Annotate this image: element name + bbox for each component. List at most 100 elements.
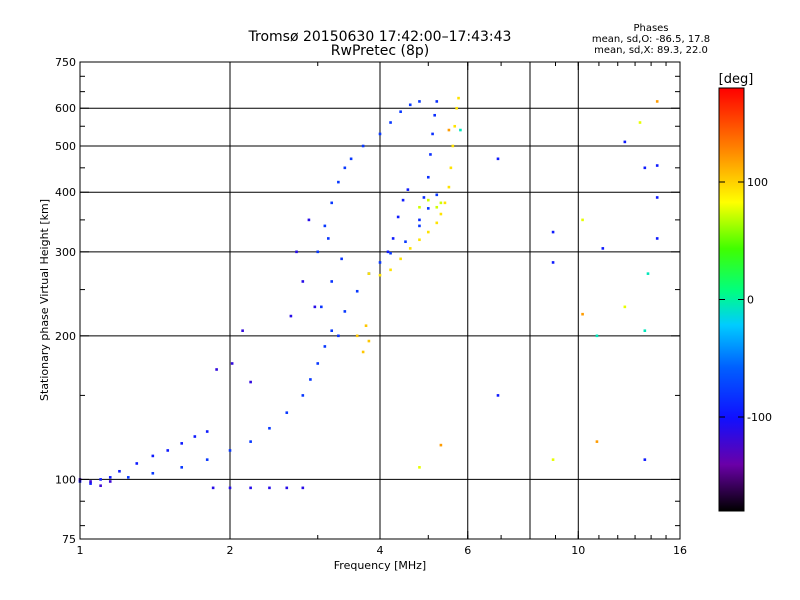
data-point [99, 478, 102, 481]
data-point [285, 486, 289, 490]
data-point [601, 247, 605, 250]
data-point [320, 305, 323, 309]
data-point [313, 305, 317, 309]
data-point [378, 273, 382, 277]
data-point [435, 221, 439, 225]
data-point [595, 440, 599, 443]
data-point [426, 175, 430, 179]
data-point [180, 442, 184, 445]
data-point [496, 394, 500, 397]
data-point [249, 486, 252, 490]
data-point [211, 486, 215, 490]
data-point [343, 166, 347, 170]
data-point [595, 334, 599, 338]
stats-x: mean, sd,X: 89.3, 22.0 [594, 45, 708, 56]
data-point [435, 193, 439, 197]
data-point [496, 157, 500, 161]
data-points [78, 96, 659, 490]
data-point [435, 205, 439, 209]
data-point [340, 257, 343, 261]
stats-heading: Phases [633, 23, 668, 34]
data-point [337, 334, 340, 338]
data-point [151, 471, 155, 475]
data-point [330, 280, 334, 283]
data-point [551, 230, 555, 234]
data-point [99, 484, 102, 488]
data-point [361, 144, 365, 148]
data-point [118, 469, 121, 473]
y-tick-label: 75 [62, 533, 76, 546]
data-point [126, 476, 130, 479]
colorbar-tick-label: 100 [747, 176, 768, 189]
x-tick-label: 6 [464, 544, 471, 557]
x-tick-label: 2 [227, 544, 234, 557]
data-point [389, 121, 392, 124]
data-point [408, 103, 412, 107]
data-point [638, 121, 642, 124]
data-point [386, 250, 390, 254]
data-point [399, 257, 402, 261]
data-point [89, 480, 92, 483]
colorbar-tick-label: 0 [747, 294, 754, 307]
data-point [330, 201, 334, 205]
y-tick-label: 100 [55, 473, 76, 486]
data-point [367, 272, 371, 275]
data-point [378, 261, 382, 264]
x-tick-label: 4 [377, 544, 384, 557]
data-point [399, 110, 402, 114]
data-point [249, 440, 252, 443]
data-point [108, 480, 112, 483]
data-point [426, 198, 430, 202]
data-point [355, 289, 359, 293]
y-tick-label: 600 [55, 102, 76, 115]
data-point [453, 124, 457, 128]
data-point [396, 215, 400, 219]
data-point [391, 237, 395, 240]
x-tick-label: 10 [571, 544, 585, 557]
data-point [451, 144, 455, 148]
data-point [289, 314, 293, 318]
chart-title: Tromsø 20150630 17:42:00–17:43:43 [248, 29, 512, 45]
data-point [418, 205, 421, 209]
data-point [285, 411, 289, 414]
colorbar-ticks: 100 0 -100 [718, 87, 772, 512]
data-point [330, 329, 334, 332]
data-point [459, 128, 462, 132]
data-point [447, 128, 451, 132]
data-point [205, 458, 209, 461]
data-point [655, 100, 659, 103]
data-point [323, 345, 327, 348]
data-point [439, 201, 443, 205]
data-point [429, 153, 432, 156]
data-point [166, 449, 170, 452]
data-point [323, 224, 327, 228]
data-point [408, 247, 412, 250]
data-point [215, 368, 218, 371]
y-tick-label: 300 [55, 246, 76, 259]
data-point [404, 240, 407, 244]
data-point [378, 132, 382, 136]
data-point [457, 96, 460, 100]
data-point [426, 207, 430, 210]
data-point [406, 188, 410, 191]
data-point [249, 380, 252, 384]
data-point [426, 230, 430, 234]
data-point [355, 334, 359, 338]
data-point [389, 251, 392, 255]
data-point [268, 426, 271, 430]
data-point [418, 466, 421, 469]
y-tick-label: 750 [55, 56, 76, 69]
data-point [316, 362, 320, 365]
stats-o: mean, sd,O: -86.5, 17.8 [592, 34, 710, 45]
data-point [301, 280, 305, 283]
data-point [307, 218, 311, 222]
data-point [309, 378, 312, 381]
data-point [316, 250, 320, 254]
x-axis-label: Frequency [MHz] [334, 559, 426, 572]
data-point [151, 454, 155, 458]
data-point [301, 486, 305, 490]
data-point [655, 237, 659, 240]
data-point [435, 100, 439, 103]
data-point [623, 305, 627, 309]
